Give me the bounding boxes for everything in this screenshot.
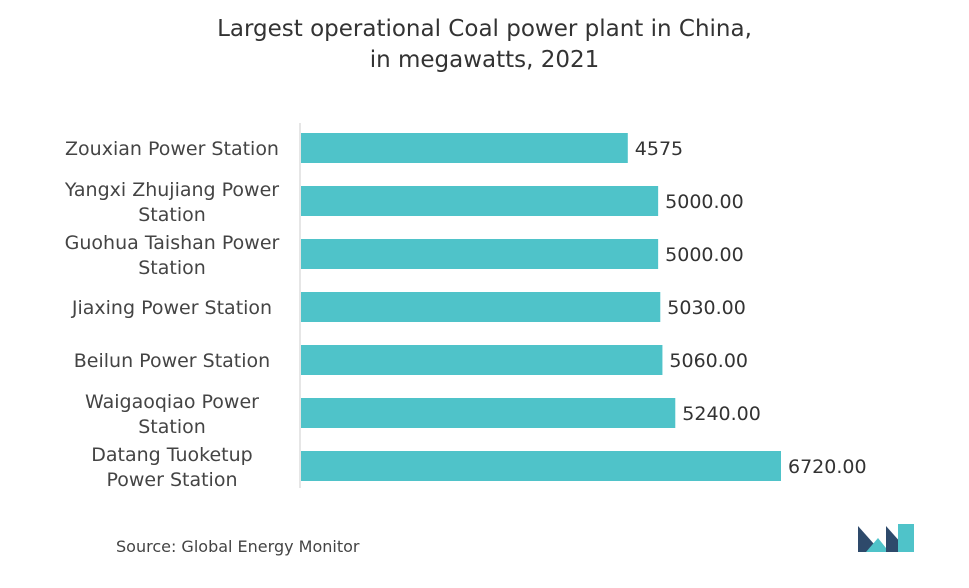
category-label-3: Guohua Taishan Power Station bbox=[65, 232, 280, 279]
category-label-5: Beilun Power Station bbox=[74, 350, 270, 372]
category-label-4: Jiaxing Power Station bbox=[71, 297, 272, 319]
category-label-7: Datang Tuoketup Power Station bbox=[91, 444, 252, 491]
category-label-1: Zouxian Power Station bbox=[65, 138, 279, 160]
category-label-2: Yangxi Zhujiang Power Station bbox=[64, 179, 279, 226]
chart-title-line-1: Largest operational Coal power plant in … bbox=[217, 16, 752, 42]
labels-group: 4575 Zouxian Power Station 5000.00 Yangxi Z… bbox=[64, 138, 867, 491]
value-label-1: 4575 bbox=[635, 138, 683, 160]
bar-3 bbox=[301, 239, 659, 269]
value-label-7: 6720.00 bbox=[788, 456, 867, 478]
chart-title: Largest operational Coal power plant in … bbox=[0, 14, 969, 76]
category-label-6: Waigaoqiao Power Station bbox=[85, 391, 259, 438]
bar-7 bbox=[301, 451, 781, 481]
value-label-6: 5240.00 bbox=[682, 403, 761, 425]
brand-logo-icon bbox=[858, 524, 914, 552]
bars-group bbox=[301, 133, 781, 481]
bar-2 bbox=[301, 186, 659, 216]
bar-6 bbox=[301, 398, 676, 428]
value-label-5: 5060.00 bbox=[669, 350, 748, 372]
bar-5 bbox=[301, 345, 663, 375]
value-label-4: 5030.00 bbox=[667, 297, 746, 319]
bar-4 bbox=[301, 292, 661, 322]
value-label-2: 5000.00 bbox=[665, 191, 744, 213]
source-note: Source: Global Energy Monitor bbox=[116, 537, 360, 556]
value-label-3: 5000.00 bbox=[665, 244, 744, 266]
bar-1 bbox=[301, 133, 628, 163]
chart-title-line-2: in megawatts, 2021 bbox=[369, 47, 600, 73]
